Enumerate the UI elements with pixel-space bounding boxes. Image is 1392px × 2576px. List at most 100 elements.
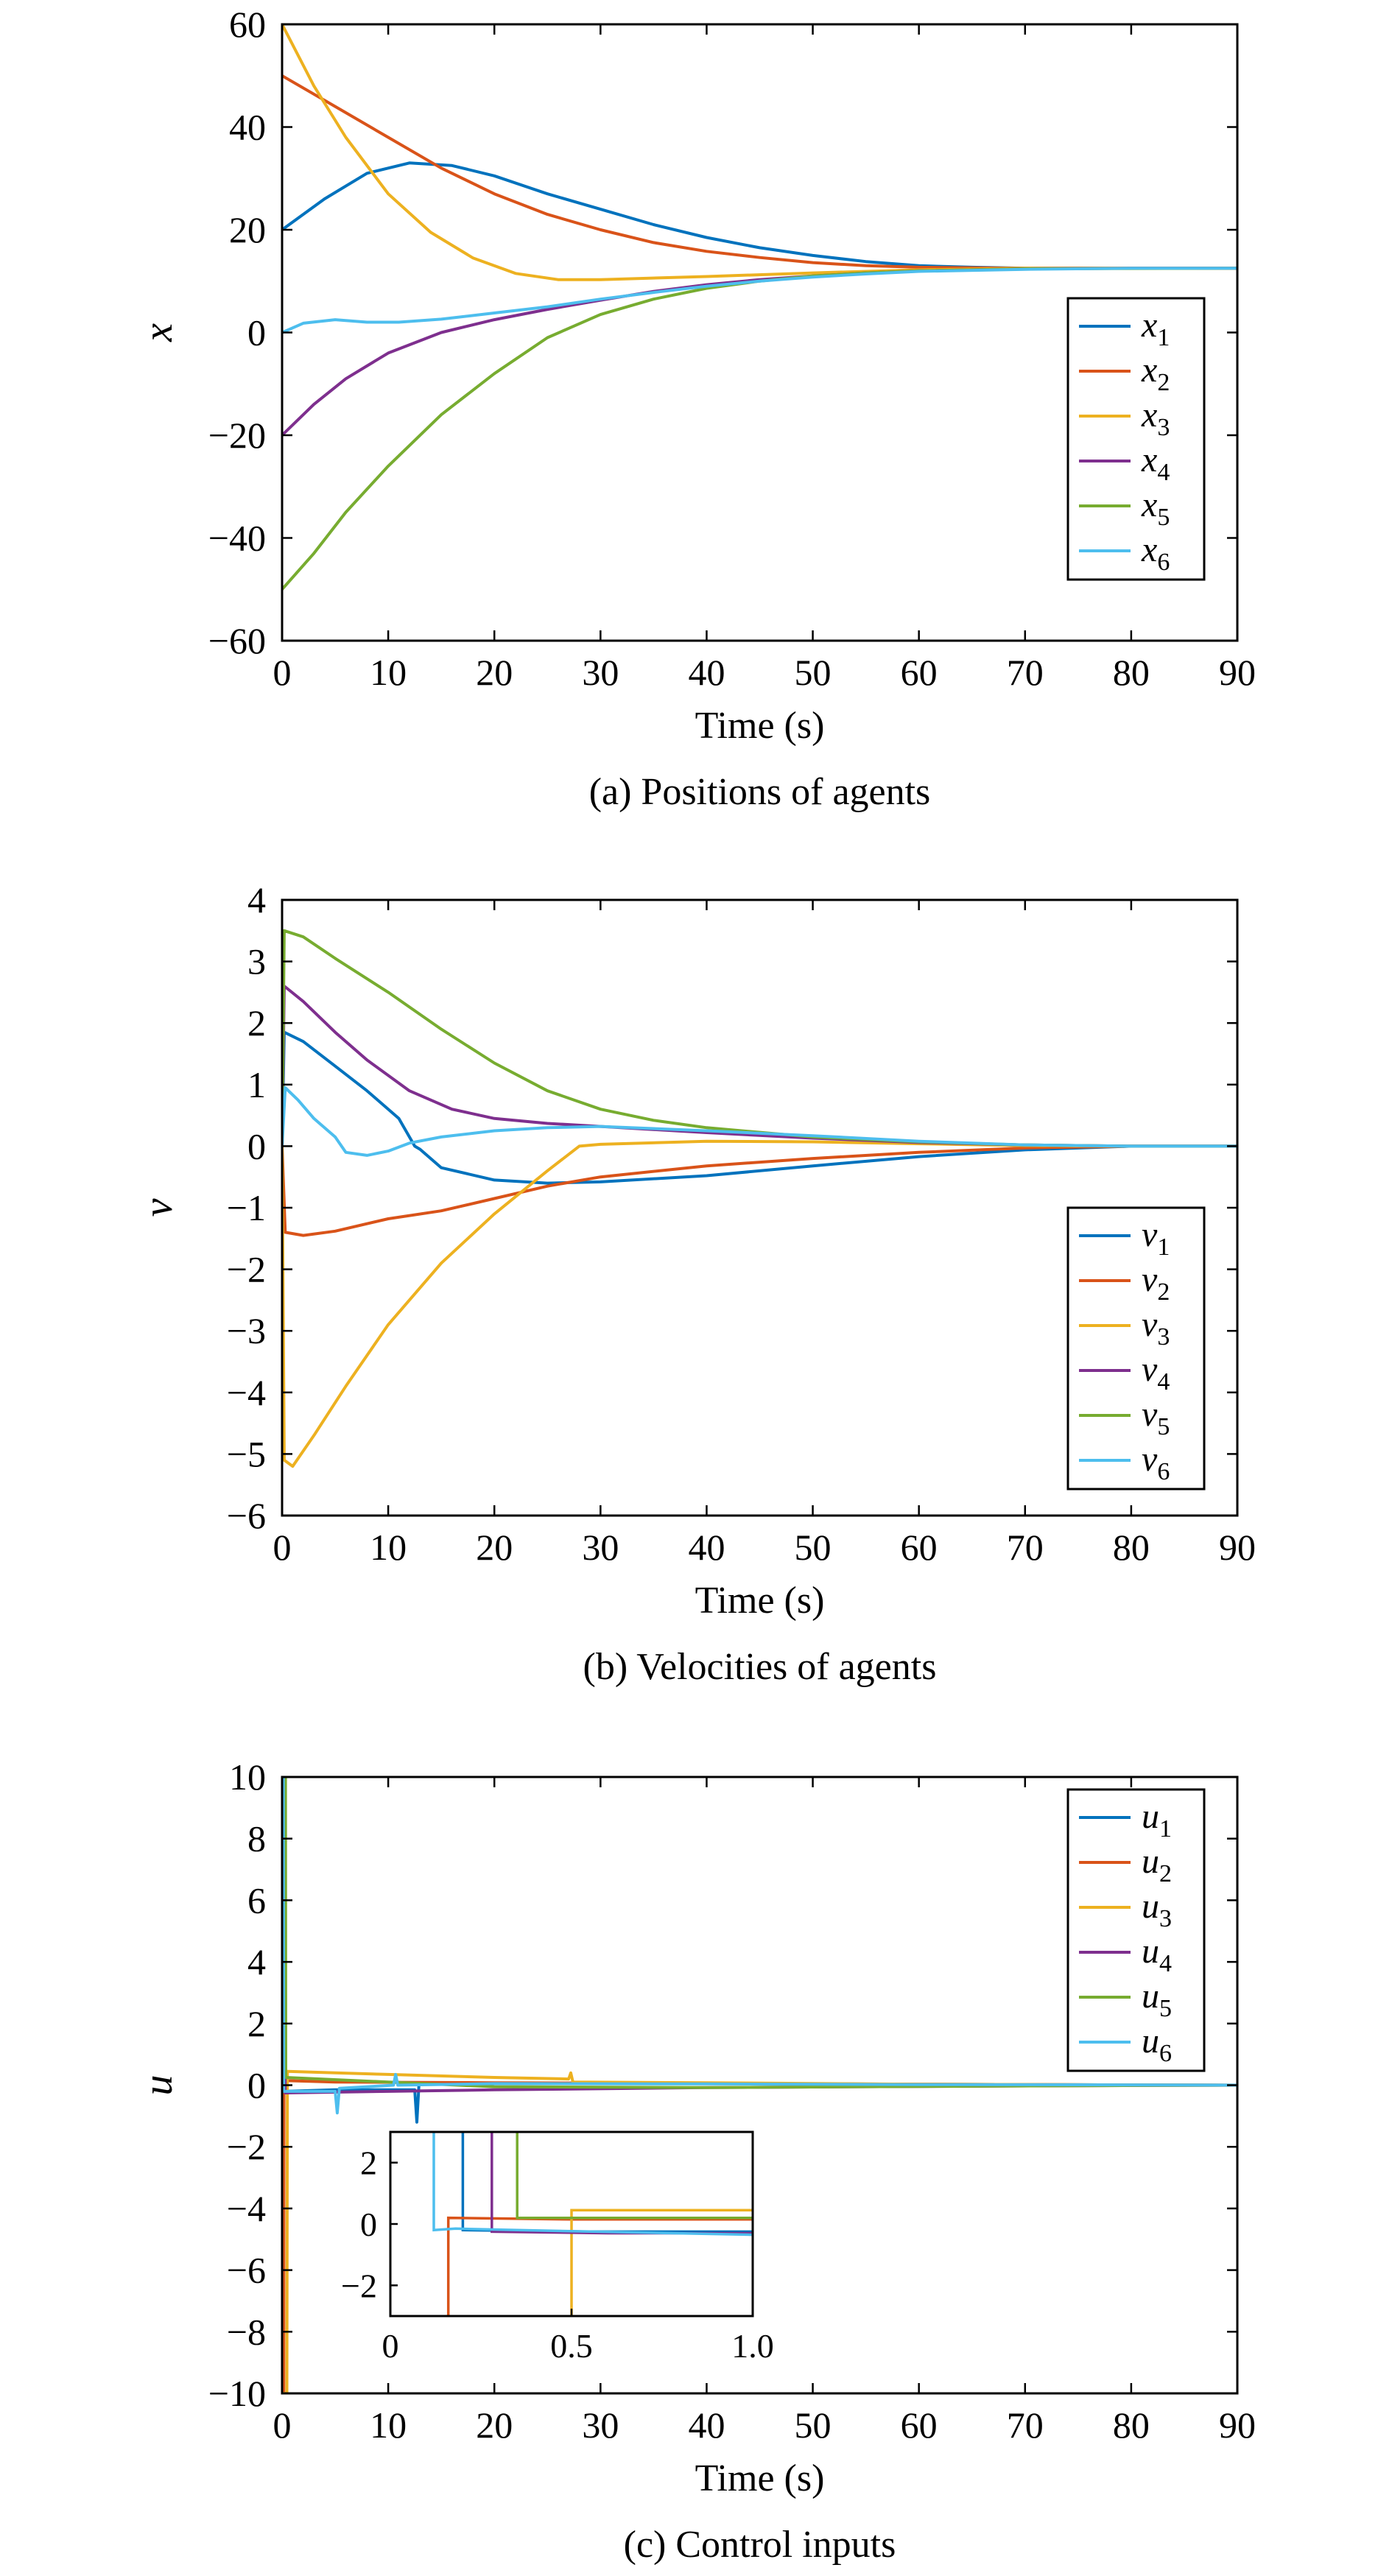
chart2-legend-sub: 5 xyxy=(1157,1413,1170,1440)
chart2-ytick-label: 0 xyxy=(247,1125,266,1166)
chart2-legend-base: v xyxy=(1142,1260,1158,1299)
chart2-legend-base: v xyxy=(1142,1305,1158,1344)
chart1-legend-label-6: x6 xyxy=(1141,530,1170,576)
chart1-xtick-label: 70 xyxy=(1007,652,1044,693)
chart3-inset-series-u6 xyxy=(432,2132,753,2237)
chart2-xtick-label: 80 xyxy=(1113,1527,1150,1568)
chart2-legend-sub: 1 xyxy=(1157,1234,1170,1261)
chart2-legend-sub: 2 xyxy=(1157,1278,1170,1306)
chart2-legend-base: v xyxy=(1142,1215,1158,1254)
chart3-ylabel: u xyxy=(136,2075,181,2096)
chart2-ytick-label: −4 xyxy=(227,1372,266,1413)
chart2-ytick-label: −5 xyxy=(227,1433,266,1474)
chart3-inset-ytick-label: −2 xyxy=(341,2267,377,2304)
chart3-inset-series-group xyxy=(432,2132,753,2316)
chart2-xlabel: Time (s) xyxy=(695,1580,825,1622)
chart1-ytick-label: −20 xyxy=(208,415,266,456)
chart1-legend-base: x xyxy=(1141,440,1157,479)
chart1-ytick-label: −60 xyxy=(208,620,266,661)
chart3-inset-ytick-label: 0 xyxy=(360,2206,377,2243)
chart3-inset-series-u3 xyxy=(570,2209,753,2316)
chart1-legend-label-2: x2 xyxy=(1141,351,1170,396)
chart1-ytick-label: 60 xyxy=(229,4,266,45)
chart1-xtick-label: 40 xyxy=(688,652,725,693)
chart3-xtick-label: 40 xyxy=(688,2404,725,2446)
chart2-legend-label-2: v2 xyxy=(1142,1260,1170,1306)
chart1-legend-base: x xyxy=(1141,485,1157,524)
chart1-xtick-label: 80 xyxy=(1113,652,1150,693)
chart3-xtick-label: 10 xyxy=(370,2404,407,2446)
chart1-series-x1 xyxy=(282,161,1237,270)
chart2-xtick-label: 30 xyxy=(582,1527,619,1568)
chart2-series-v4 xyxy=(282,985,1237,1148)
chart3-ytick-label: 10 xyxy=(229,1756,266,1798)
chart3-inset-xtick-label: 0.5 xyxy=(550,2327,593,2365)
chart1-legend-base: x xyxy=(1141,306,1157,345)
chart3-legend-label-1: u1 xyxy=(1142,1797,1172,1843)
chart1-legend-box xyxy=(1066,297,1206,581)
chart3-ytick-label: −8 xyxy=(227,2311,266,2352)
chart1-series-group xyxy=(282,24,1237,591)
chart3-inset-xtick-label: 0 xyxy=(382,2327,399,2365)
chart3-xlabel: Time (s) xyxy=(695,2457,825,2499)
chart2-ytick-label: 1 xyxy=(247,1064,266,1105)
chart3-legend-sub: 5 xyxy=(1159,1995,1172,2022)
chart1-xtick-label: 60 xyxy=(901,652,938,693)
chart2-series-v2 xyxy=(282,1144,1237,1237)
chart3-ytick-label: −6 xyxy=(227,2250,266,2291)
chart3-ytick-label: 4 xyxy=(247,1941,266,1982)
chart3-inset: 0 0.5 1.0−202 xyxy=(341,2130,774,2365)
chart3-inset-series-u5 xyxy=(516,2132,753,2220)
chart3-legend-base: u xyxy=(1142,1842,1159,1881)
chart1-ytick-label: 0 xyxy=(247,312,266,353)
chart2-legend-label-6: v6 xyxy=(1142,1440,1170,1485)
chart3-ytick-label: 0 xyxy=(247,2065,266,2106)
chart1-xtick-label: 0 xyxy=(273,652,292,693)
chart1-xtick-label: 50 xyxy=(795,652,832,693)
chart2-legend-sub: 6 xyxy=(1157,1458,1170,1485)
chart2-legend-label-1: v1 xyxy=(1142,1215,1170,1261)
chart3-legend-label-3: u3 xyxy=(1142,1887,1172,1932)
chart3-xtick-label: 80 xyxy=(1113,2404,1150,2446)
chart1-legend-sub: 1 xyxy=(1157,324,1170,351)
chart2-legend-sub: 3 xyxy=(1157,1323,1170,1351)
chart2-ytick-label: 2 xyxy=(247,1002,266,1044)
chart1-ytick-label: 20 xyxy=(229,209,266,250)
chart1-ylabel: x xyxy=(136,323,181,342)
chart2-series-group xyxy=(282,929,1237,1468)
chart1-caption: (a) Positions of agents xyxy=(589,771,931,813)
chart2-legend-sub: 4 xyxy=(1157,1368,1170,1396)
chart1-xtick-label: 90 xyxy=(1219,652,1256,693)
chart2-ytick-label: −3 xyxy=(227,1310,266,1351)
chart2-xtick-label: 60 xyxy=(901,1527,938,1568)
chart3: 0 10 20 30 40 50 60 70 80 90−10−8−6−4−20246810Tim… xyxy=(136,1756,1256,2566)
chart2-legend-base: v xyxy=(1142,1440,1158,1479)
chart3-xtick-label: 50 xyxy=(795,2404,832,2446)
chart2-legend-box xyxy=(1066,1206,1206,1491)
chart2-series-v5 xyxy=(282,929,1237,1148)
chart3-ytick-label: −2 xyxy=(227,2126,266,2167)
chart3-legend-sub: 1 xyxy=(1159,1815,1172,1843)
chart3-xtick-label: 60 xyxy=(901,2404,938,2446)
chart1: 0 10 20 30 40 50 60 70 80 90 −60 −40 −20 0 20 40 60 Time … xyxy=(136,4,1256,813)
chart2-xtick-label: 50 xyxy=(795,1527,832,1568)
chart3-legend-base: u xyxy=(1142,1797,1159,1836)
chart2-caption: (b) Velocities of agents xyxy=(583,1646,937,1688)
chart3-xtick-label: 0 xyxy=(273,2404,292,2446)
chart1-legend-sub: 5 xyxy=(1157,504,1170,531)
chart3-series-u6 xyxy=(282,1777,1237,2115)
chart2-xtick-label: 40 xyxy=(688,1527,725,1568)
chart3-legend-label-6: u6 xyxy=(1142,2021,1172,2067)
chart1-ytick-label: 40 xyxy=(229,107,266,148)
chart3-inset-ytick-label: 2 xyxy=(360,2144,377,2182)
chart2-xtick-label: 90 xyxy=(1219,1527,1256,1568)
chart3-legend-label-2: u2 xyxy=(1142,1842,1172,1887)
chart1-legend-base: x xyxy=(1141,395,1157,434)
chart3-legend-label-4: u4 xyxy=(1142,1932,1172,1977)
chart1-legend-sub: 6 xyxy=(1157,549,1170,576)
chart3-ytick-label: −4 xyxy=(227,2188,266,2229)
chart2-xtick-label: 0 xyxy=(273,1527,292,1568)
chart3-xtick-label: 90 xyxy=(1219,2404,1256,2446)
chart1-legend-base: x xyxy=(1141,351,1157,390)
chart1-xtick-label: 10 xyxy=(370,652,407,693)
